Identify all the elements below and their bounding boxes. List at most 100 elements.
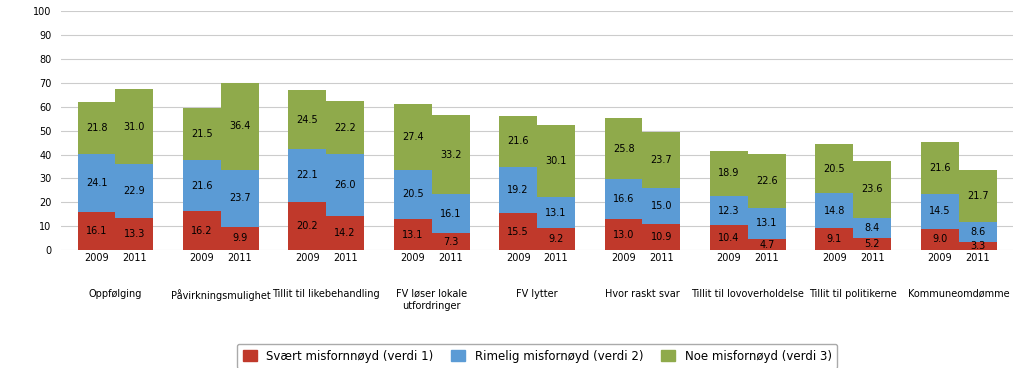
Text: Tillit til politikerne: Tillit til politikerne xyxy=(809,289,897,299)
Bar xyxy=(183,160,221,212)
Bar xyxy=(921,229,959,250)
Bar xyxy=(432,233,470,250)
Text: 8.4: 8.4 xyxy=(864,223,880,233)
Text: 33.2: 33.2 xyxy=(440,149,461,160)
Text: 23.6: 23.6 xyxy=(861,184,883,194)
Bar xyxy=(116,219,153,250)
Bar xyxy=(116,164,153,219)
Bar xyxy=(221,170,259,227)
Bar xyxy=(605,219,642,250)
Bar xyxy=(815,193,853,229)
Text: 19.2: 19.2 xyxy=(507,185,529,195)
Text: 3.3: 3.3 xyxy=(970,241,985,251)
Text: 8.6: 8.6 xyxy=(970,227,985,237)
Bar xyxy=(499,116,537,167)
Text: 16.1: 16.1 xyxy=(440,209,461,219)
Bar xyxy=(288,202,326,250)
Text: 23.7: 23.7 xyxy=(229,193,251,203)
Text: Hvor raskt svar: Hvor raskt svar xyxy=(606,289,680,299)
Bar xyxy=(394,219,432,250)
Bar xyxy=(183,109,221,160)
Bar xyxy=(605,118,642,180)
Bar xyxy=(183,212,221,250)
Text: 22.6: 22.6 xyxy=(756,176,777,185)
Bar xyxy=(499,213,537,250)
Text: 23.7: 23.7 xyxy=(651,155,672,165)
Text: 7.3: 7.3 xyxy=(443,237,458,247)
Bar xyxy=(537,228,575,250)
Text: 26.0: 26.0 xyxy=(335,180,356,190)
Text: 21.6: 21.6 xyxy=(507,137,529,146)
Text: 9.1: 9.1 xyxy=(827,234,842,244)
Bar xyxy=(537,125,575,197)
Bar xyxy=(710,196,748,225)
Text: 12.3: 12.3 xyxy=(718,206,740,216)
Text: 31.0: 31.0 xyxy=(124,121,145,132)
Bar xyxy=(959,243,996,250)
Text: 9.0: 9.0 xyxy=(932,234,947,244)
Text: 9.9: 9.9 xyxy=(232,233,248,243)
Bar xyxy=(815,144,853,193)
Text: 22.9: 22.9 xyxy=(124,186,145,196)
Text: 16.6: 16.6 xyxy=(613,194,634,204)
Bar xyxy=(853,218,891,238)
Text: 20.2: 20.2 xyxy=(297,221,318,231)
Bar xyxy=(326,216,364,250)
Text: Tillit til lovoverholdelse: Tillit til lovoverholdelse xyxy=(692,289,804,299)
Text: 15.5: 15.5 xyxy=(507,227,529,237)
Text: 20.5: 20.5 xyxy=(402,190,424,199)
Bar xyxy=(710,151,748,196)
Text: 21.6: 21.6 xyxy=(929,163,950,173)
Bar xyxy=(78,154,116,212)
Text: 9.2: 9.2 xyxy=(548,234,564,244)
Text: 16.2: 16.2 xyxy=(191,226,213,236)
Text: Oppfølging: Oppfølging xyxy=(89,289,142,299)
Bar xyxy=(815,229,853,250)
Text: 21.8: 21.8 xyxy=(86,123,107,133)
Bar xyxy=(748,239,786,250)
Bar xyxy=(288,91,326,149)
Text: Påvirkningsmulighet: Påvirkningsmulighet xyxy=(171,289,271,301)
Text: 13.1: 13.1 xyxy=(756,218,777,228)
Text: 18.9: 18.9 xyxy=(718,168,740,178)
Bar xyxy=(959,170,996,222)
Text: 27.4: 27.4 xyxy=(402,132,424,142)
Text: 14.2: 14.2 xyxy=(335,228,356,238)
Text: 13.0: 13.0 xyxy=(613,230,634,240)
Bar xyxy=(605,180,642,219)
Text: Tillit til likebehandling: Tillit til likebehandling xyxy=(272,289,381,299)
Text: 13.3: 13.3 xyxy=(124,229,145,239)
Bar xyxy=(499,167,537,213)
Text: 22.2: 22.2 xyxy=(335,123,356,132)
Bar xyxy=(221,227,259,250)
Text: FV løser lokale
utfordringer: FV løser lokale utfordringer xyxy=(396,289,468,311)
Text: 30.1: 30.1 xyxy=(545,156,567,166)
Bar xyxy=(642,188,680,224)
Text: 10.4: 10.4 xyxy=(718,233,740,243)
Text: 21.7: 21.7 xyxy=(967,191,988,201)
Bar xyxy=(78,102,116,154)
Bar xyxy=(853,161,891,218)
Text: 25.8: 25.8 xyxy=(613,144,634,153)
Text: 36.4: 36.4 xyxy=(229,121,251,131)
Bar xyxy=(394,105,432,170)
Bar xyxy=(959,222,996,243)
Text: 24.5: 24.5 xyxy=(297,115,318,125)
Bar xyxy=(221,83,259,170)
Text: 21.6: 21.6 xyxy=(191,181,213,191)
Text: 14.5: 14.5 xyxy=(929,206,950,216)
Text: 13.1: 13.1 xyxy=(402,230,424,240)
Text: 15.0: 15.0 xyxy=(651,201,672,211)
Bar xyxy=(78,212,116,250)
Text: 16.1: 16.1 xyxy=(86,226,107,236)
Bar xyxy=(642,132,680,188)
Bar xyxy=(853,238,891,250)
Bar xyxy=(921,142,959,194)
Bar xyxy=(710,225,748,250)
Bar xyxy=(116,89,153,164)
Text: 20.5: 20.5 xyxy=(824,163,845,174)
Bar xyxy=(537,197,575,228)
Legend: Svært misfornnøyd (verdi 1), Rimelig misfornøyd (verdi 2), Noe misfornøyd (verdi: Svært misfornnøyd (verdi 1), Rimelig mis… xyxy=(236,344,838,368)
Text: FV lytter: FV lytter xyxy=(517,289,558,299)
Text: 10.9: 10.9 xyxy=(651,232,672,242)
